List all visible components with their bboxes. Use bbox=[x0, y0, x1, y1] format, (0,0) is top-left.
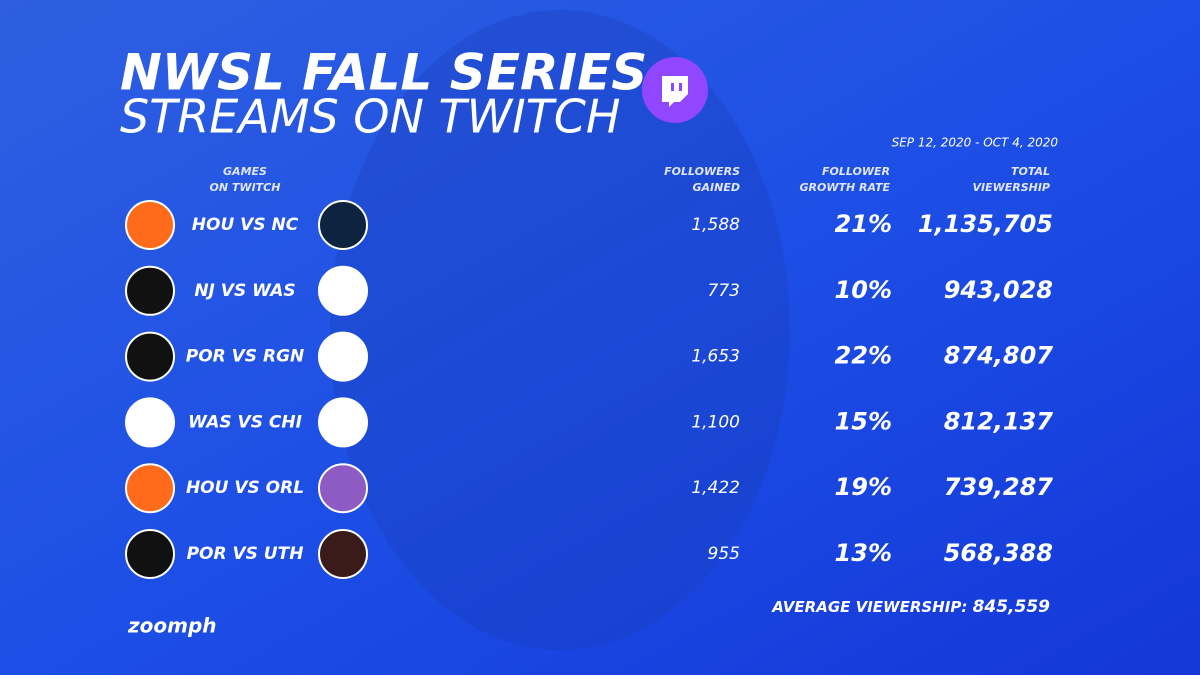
team-logo bbox=[125, 331, 175, 382]
column-header: GROWTH RATE bbox=[800, 181, 891, 194]
team-logo bbox=[125, 397, 175, 448]
growth-rate: 13% bbox=[835, 539, 892, 567]
average: AVERAGE VIEWERSHIP: 845,559 bbox=[771, 597, 1050, 617]
team-logo bbox=[318, 331, 368, 382]
team-logo bbox=[125, 463, 175, 514]
growth-rate: 22% bbox=[835, 342, 892, 370]
brand: zoomph bbox=[127, 614, 217, 638]
team-logo bbox=[318, 463, 368, 514]
growth-rate: 21% bbox=[835, 210, 892, 238]
match: HOU VS NC bbox=[192, 215, 299, 235]
column-header: FOLLOWERS bbox=[664, 165, 740, 178]
average-value: 845,559 bbox=[973, 597, 1051, 617]
team-logo bbox=[318, 200, 368, 250]
match: POR VS RGN bbox=[186, 347, 305, 367]
average-label: AVERAGE VIEWERSHIP: bbox=[771, 598, 967, 616]
column-header: GAINED bbox=[693, 181, 741, 194]
followers: 955 bbox=[708, 544, 740, 564]
column-header: TOTAL bbox=[1011, 165, 1050, 178]
column-header: GAMES bbox=[223, 165, 267, 178]
team-logo bbox=[125, 265, 175, 316]
team-logo bbox=[318, 265, 368, 316]
team-logo bbox=[318, 397, 368, 448]
match: NJ VS WAS bbox=[194, 281, 295, 301]
photo-shade bbox=[330, 10, 790, 650]
followers: 1,100 bbox=[691, 412, 740, 432]
viewership: 943,028 bbox=[944, 276, 1053, 304]
match: POR VS UTH bbox=[187, 544, 304, 564]
column-header: ON TWITCH bbox=[210, 181, 281, 194]
title-line: STREAMS ON TWITCH bbox=[120, 90, 621, 144]
viewership: 812,137 bbox=[944, 407, 1054, 435]
title-line: NWSL FALL SERIES bbox=[120, 44, 647, 102]
team-logo bbox=[125, 200, 175, 250]
twitch-icon bbox=[642, 57, 708, 123]
followers: 773 bbox=[708, 281, 740, 301]
team-logo bbox=[125, 529, 175, 579]
column-header: FOLLOWER bbox=[822, 165, 890, 178]
growth-rate: 15% bbox=[835, 407, 892, 435]
team-logo bbox=[318, 529, 368, 579]
followers: 1,422 bbox=[691, 478, 740, 498]
date-range: SEP 12, 2020 - OCT 4, 2020 bbox=[892, 136, 1059, 150]
match: WAS VS CHI bbox=[188, 412, 302, 432]
growth-rate: 10% bbox=[835, 276, 892, 304]
followers: 1,588 bbox=[691, 215, 740, 235]
viewership: 568,388 bbox=[944, 539, 1053, 567]
followers: 1,653 bbox=[691, 347, 740, 367]
viewership: 874,807 bbox=[944, 342, 1054, 370]
viewership: 1,135,705 bbox=[918, 210, 1053, 238]
column-header: VIEWERSHIP bbox=[972, 181, 1050, 194]
viewership: 739,287 bbox=[944, 473, 1054, 501]
match: HOU VS ORL bbox=[186, 478, 304, 498]
growth-rate: 19% bbox=[835, 473, 892, 501]
